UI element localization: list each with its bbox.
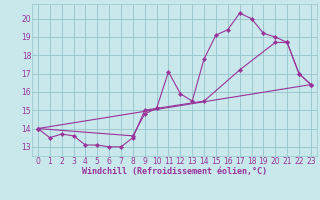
X-axis label: Windchill (Refroidissement éolien,°C): Windchill (Refroidissement éolien,°C) <box>82 167 267 176</box>
